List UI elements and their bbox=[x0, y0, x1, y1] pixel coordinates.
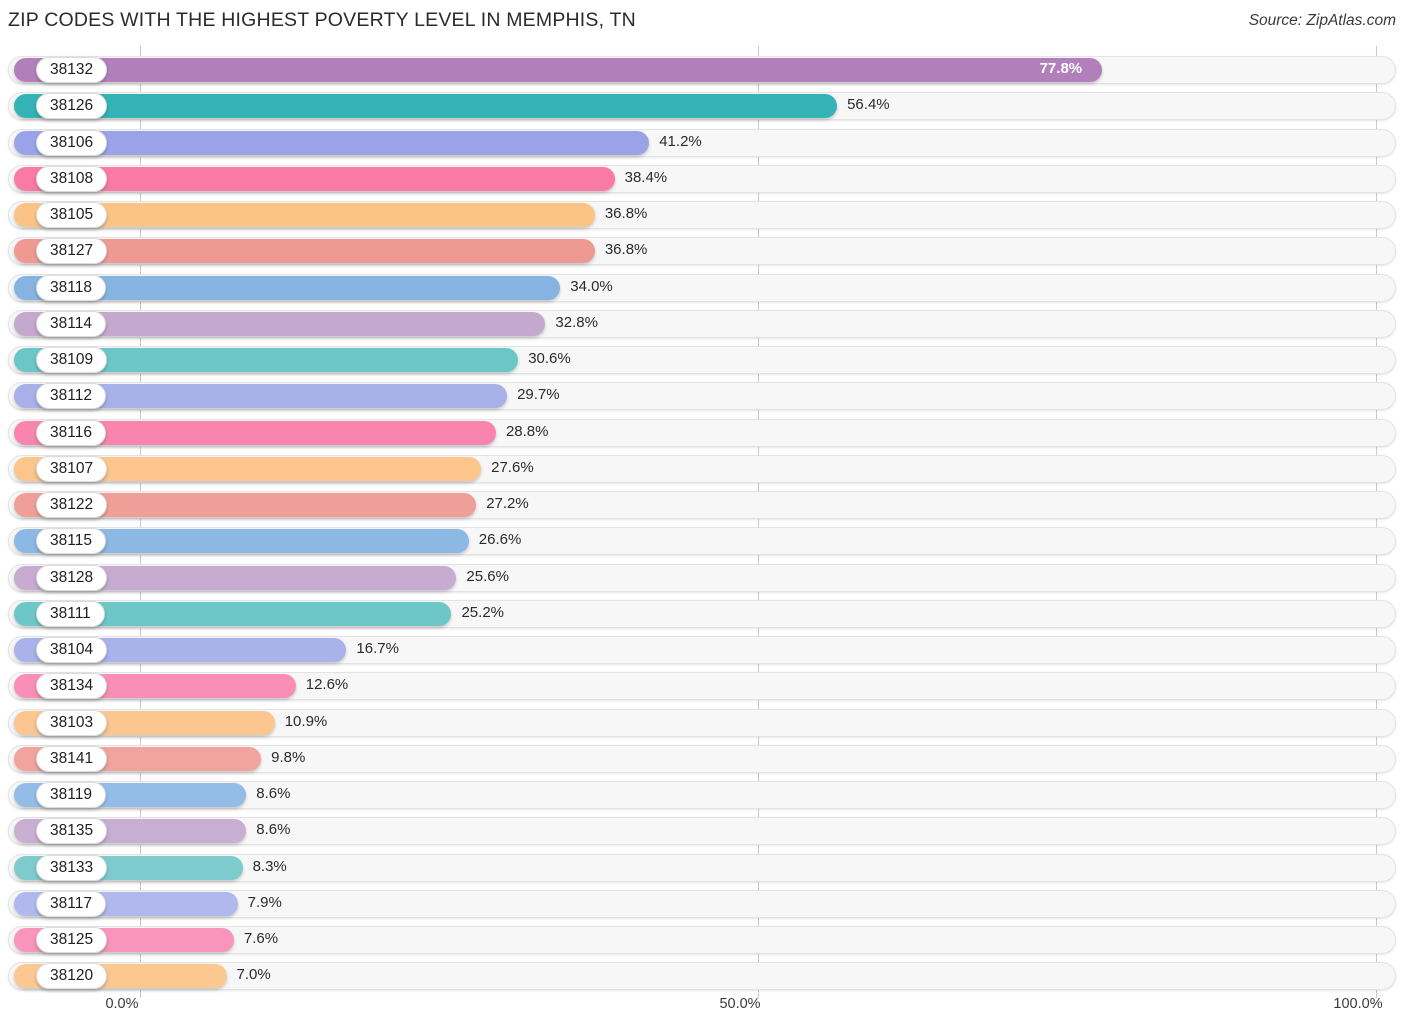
value-label: 8.3% bbox=[252, 857, 287, 875]
gridline-100 bbox=[1376, 46, 1377, 998]
page-title: ZIP CODES WITH THE HIGHEST POVERTY LEVEL… bbox=[8, 9, 636, 31]
x-axis-tick: 50.0% bbox=[719, 996, 761, 1012]
zip-code-label[interactable]: 38125 bbox=[36, 927, 108, 953]
zip-code-label[interactable]: 38116 bbox=[36, 419, 106, 446]
zip-code-label[interactable]: 38114 bbox=[36, 310, 106, 337]
zip-code-label[interactable]: 38104 bbox=[36, 637, 108, 663]
value-label: 9.8% bbox=[271, 748, 306, 766]
zip-code-label[interactable]: 38111 bbox=[36, 600, 105, 627]
gridline-50 bbox=[758, 46, 759, 998]
zip-code-label[interactable]: 38117 bbox=[36, 890, 106, 917]
gridline-0 bbox=[140, 46, 141, 998]
zip-code-label[interactable]: 38134 bbox=[36, 673, 108, 700]
value-label: 16.7% bbox=[356, 640, 399, 657]
value-bar bbox=[14, 166, 615, 191]
x-axis-tick: 100.0% bbox=[1333, 996, 1383, 1012]
value-label: 41.2% bbox=[659, 132, 702, 150]
value-label: 12.6% bbox=[305, 676, 349, 694]
bar-track bbox=[8, 926, 1396, 954]
zip-code-label[interactable]: 38135 bbox=[36, 818, 108, 845]
zip-code-label[interactable]: 38126 bbox=[36, 93, 108, 120]
value-label: 7.9% bbox=[247, 893, 282, 911]
value-label: 30.6% bbox=[528, 350, 571, 367]
value-label: 25.6% bbox=[466, 567, 509, 585]
zip-code-label[interactable]: 38120 bbox=[36, 963, 108, 990]
zip-code-label[interactable]: 38119 bbox=[36, 782, 106, 808]
zip-code-label[interactable]: 38133 bbox=[36, 854, 108, 881]
value-label: 26.6% bbox=[478, 531, 522, 549]
source-attribution: Source: ZipAtlas.com bbox=[1248, 12, 1396, 29]
bar-track bbox=[8, 889, 1396, 918]
bar-track bbox=[8, 962, 1396, 991]
x-axis: 0.0% 50.0% 100.0% bbox=[0, 996, 1406, 1029]
value-label: 36.8% bbox=[604, 205, 648, 222]
value-label: 32.8% bbox=[555, 313, 598, 331]
zip-code-label[interactable]: 38106 bbox=[36, 129, 108, 156]
value-label: 27.6% bbox=[491, 458, 534, 476]
value-label: 29.7% bbox=[517, 386, 560, 404]
zip-code-label[interactable]: 38115 bbox=[36, 528, 106, 555]
x-axis-tick: 0.0% bbox=[105, 996, 139, 1012]
zip-code-label[interactable]: 38108 bbox=[36, 165, 108, 192]
zip-code-label[interactable]: 38107 bbox=[36, 455, 108, 482]
zip-code-label[interactable]: 38105 bbox=[36, 202, 108, 228]
zip-code-label[interactable]: 38132 bbox=[36, 57, 108, 83]
zip-code-label[interactable]: 38141 bbox=[36, 745, 108, 772]
value-label: 27.2% bbox=[486, 495, 529, 512]
zip-code-label[interactable]: 38112 bbox=[36, 383, 106, 410]
zip-code-label[interactable]: 38118 bbox=[36, 274, 106, 301]
value-label: 77.8% bbox=[1039, 60, 1083, 77]
value-label: 28.8% bbox=[505, 422, 549, 440]
value-label: 38.4% bbox=[624, 168, 668, 186]
zip-code-label[interactable]: 38122 bbox=[36, 492, 108, 518]
value-bar bbox=[14, 130, 650, 155]
value-label: 7.0% bbox=[236, 966, 271, 984]
value-bar bbox=[14, 94, 838, 119]
value-label: 7.6% bbox=[243, 930, 279, 947]
value-bar bbox=[14, 203, 595, 227]
value-bar bbox=[14, 58, 1102, 82]
value-label: 10.9% bbox=[284, 712, 328, 730]
zip-code-label[interactable]: 38109 bbox=[36, 347, 108, 373]
value-label: 56.4% bbox=[847, 96, 890, 114]
value-label: 34.0% bbox=[570, 277, 613, 295]
zip-code-label[interactable]: 38128 bbox=[36, 564, 108, 591]
value-label: 8.6% bbox=[256, 785, 291, 802]
value-label: 36.8% bbox=[604, 241, 648, 259]
zip-code-label[interactable]: 38103 bbox=[36, 709, 108, 736]
plot-area: 38132 77.8% 38126 56.4% 38106 41.2% 38108 38.4%… bbox=[0, 46, 1406, 998]
value-label: 25.2% bbox=[461, 603, 505, 621]
value-bar bbox=[14, 239, 595, 264]
zip-code-label[interactable]: 38127 bbox=[36, 238, 108, 265]
value-label: 8.6% bbox=[256, 821, 291, 839]
